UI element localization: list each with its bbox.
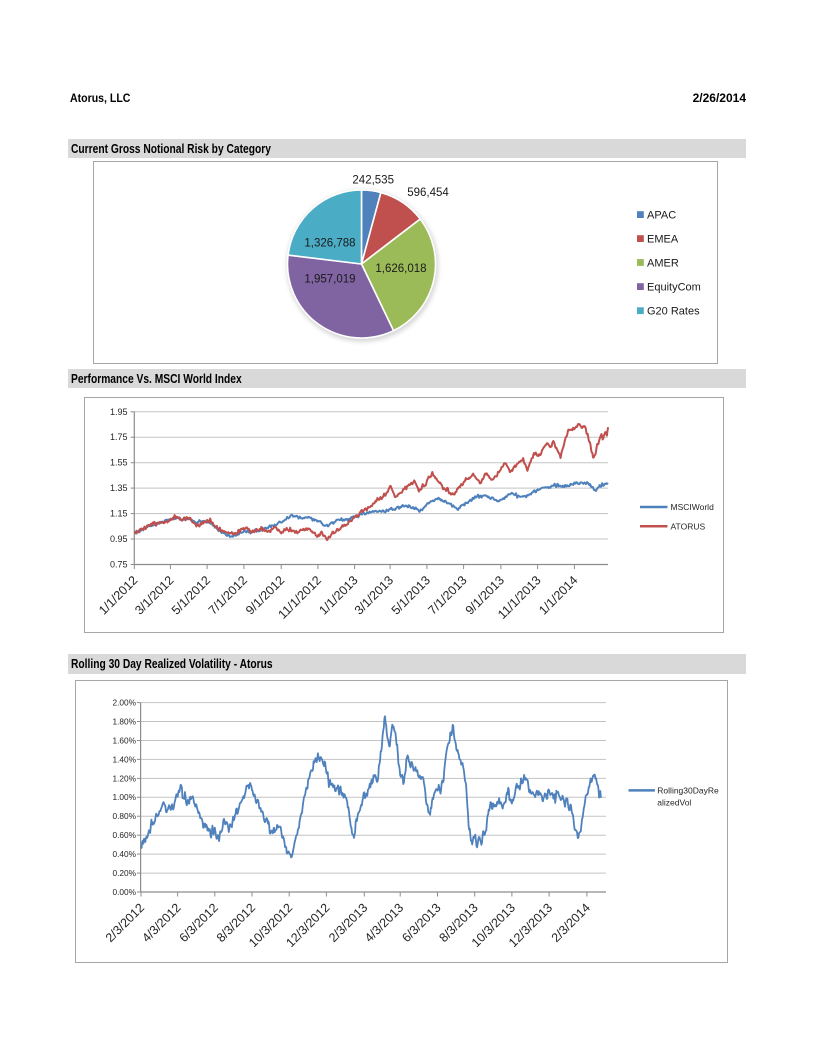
svg-text:4/3/2013: 4/3/2013 [362,901,406,945]
svg-text:1/1/2012: 1/1/2012 [96,573,140,617]
svg-text:0.20%: 0.20% [112,868,136,878]
svg-text:0.60%: 0.60% [112,830,136,840]
svg-text:EMEA: EMEA [647,234,679,246]
svg-text:7/1/2013: 7/1/2013 [425,573,469,617]
svg-text:MSCIWorld: MSCIWorld [671,502,715,512]
svg-text:AMER: AMER [647,258,679,270]
svg-text:7/1/2012: 7/1/2012 [206,573,250,617]
svg-text:2.00%: 2.00% [112,698,136,708]
svg-text:0.40%: 0.40% [112,849,136,859]
svg-text:APAC: APAC [647,210,676,222]
svg-text:2/3/2012: 2/3/2012 [103,901,147,945]
svg-text:2/3/2014: 2/3/2014 [549,901,593,945]
svg-text:ATORUS: ATORUS [671,522,706,532]
svg-text:242,535: 242,535 [352,175,394,187]
svg-text:596,454: 596,454 [407,187,449,199]
svg-text:0.00%: 0.00% [112,887,136,897]
svg-text:2/3/2013: 2/3/2013 [326,901,370,945]
svg-text:1.20%: 1.20% [112,773,136,783]
svg-text:5/1/2013: 5/1/2013 [389,573,433,617]
svg-text:alizedVol: alizedVol [657,798,691,808]
svg-text:1.60%: 1.60% [112,735,136,745]
svg-text:0.95: 0.95 [110,534,128,544]
svg-text:G20 Rates: G20 Rates [647,306,700,318]
svg-text:1.95: 1.95 [110,407,128,417]
svg-text:1,957,019: 1,957,019 [304,274,355,286]
svg-text:1/1/2014: 1/1/2014 [536,573,580,617]
svg-text:1,326,788: 1,326,788 [304,238,355,250]
svg-text:1.55: 1.55 [110,458,128,468]
svg-text:1.80%: 1.80% [112,716,136,726]
svg-text:6/3/2012: 6/3/2012 [177,901,221,945]
svg-text:1.35: 1.35 [110,483,128,493]
svg-text:1.40%: 1.40% [112,754,136,764]
svg-text:0.80%: 0.80% [112,811,136,821]
svg-text:1.00%: 1.00% [112,792,136,802]
svg-text:0.75: 0.75 [110,560,128,570]
svg-text:Rolling30DayRe: Rolling30DayRe [657,786,719,796]
svg-text:EquityCom: EquityCom [647,282,701,294]
svg-text:1.15: 1.15 [110,509,128,519]
svg-text:1.75: 1.75 [110,432,128,442]
svg-text:3/1/2012: 3/1/2012 [132,573,176,617]
svg-text:1,626,018: 1,626,018 [375,263,426,275]
svg-text:3/1/2013: 3/1/2013 [352,573,396,617]
svg-text:6/3/2013: 6/3/2013 [399,901,443,945]
svg-text:4/3/2012: 4/3/2012 [139,901,183,945]
svg-text:5/1/2012: 5/1/2012 [169,573,213,617]
